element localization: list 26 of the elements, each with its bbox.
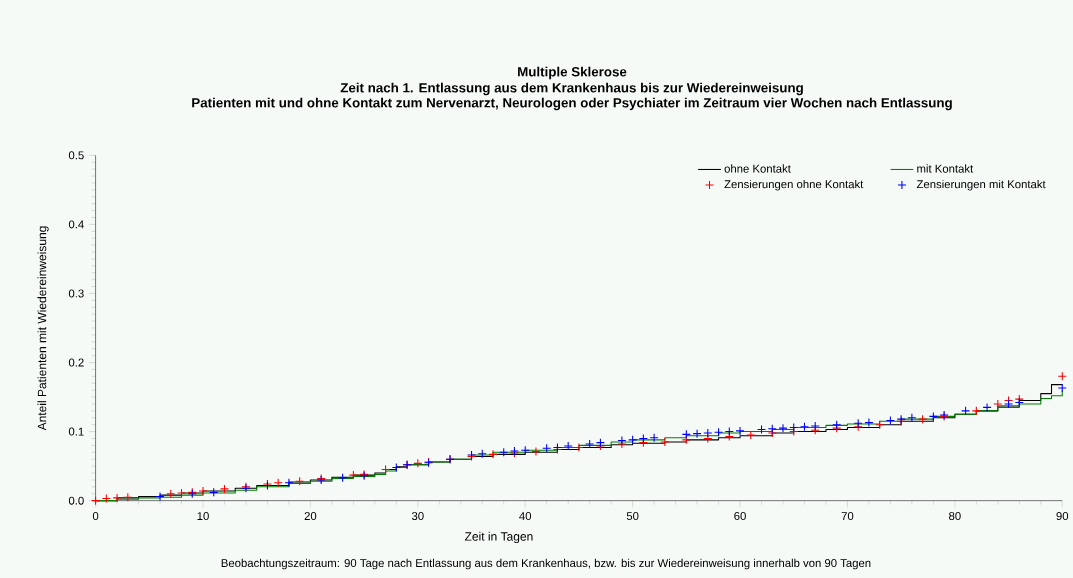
x-tick-label: 0	[92, 512, 99, 521]
y-tick-label: 0.1	[68, 427, 84, 436]
chart-subtitle: Zeit nach 1. Entlassung aus dem Krankenhaus bis zur Wiedereinweisung	[340, 82, 803, 96]
text: Beobachtungszeitraum: 90 Tage nach Entlassung aus dem Krankenhaus, bzw. bis zur Wiedereinweisung innerhalb von 90 Tagen	[221, 558, 871, 570]
y-tick-label: 0.3	[68, 289, 84, 298]
y-tick-label: 0.2	[68, 358, 84, 367]
legend-label: ohne Kontakt	[724, 164, 791, 173]
y-tick-label: 0.0	[68, 496, 84, 505]
x-tick-label: 20	[304, 512, 317, 521]
x-tick-label: 60	[734, 512, 746, 521]
legend-label: Zensierungen ohne Kontakt	[724, 179, 864, 191]
legend-label: Zensierungen mit Kontakt	[916, 179, 1046, 191]
legend-label: mit Kontakt	[917, 164, 974, 173]
x-tick-label: 50	[626, 512, 639, 521]
x-tick-label: 70	[841, 512, 854, 521]
y-tick-label: 0.4	[68, 220, 84, 229]
x-tick-label: 80	[949, 512, 961, 521]
x-tick-label: 40	[519, 512, 532, 521]
x-tick-label: 90	[1056, 512, 1069, 521]
text: Patienten mit und ohne Kontakt zum Nervenarzt, Neurologen oder Psychiater im Zeitraum vier Wochen nach Entlassung	[192, 97, 952, 111]
x-tick-label: 30	[411, 512, 424, 521]
x-tick-label: 10	[197, 512, 209, 521]
y-axis-title: Anteil Patienten mit Wiedereinweisung	[37, 226, 49, 431]
chart-title: Multiple Sklerose	[518, 66, 627, 80]
y-tick-label: 0.5	[68, 151, 84, 160]
x-axis-title: Zeit in Tagen	[464, 531, 533, 544]
